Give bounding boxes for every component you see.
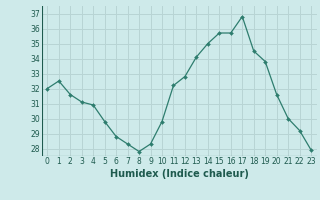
X-axis label: Humidex (Indice chaleur): Humidex (Indice chaleur) — [110, 169, 249, 179]
